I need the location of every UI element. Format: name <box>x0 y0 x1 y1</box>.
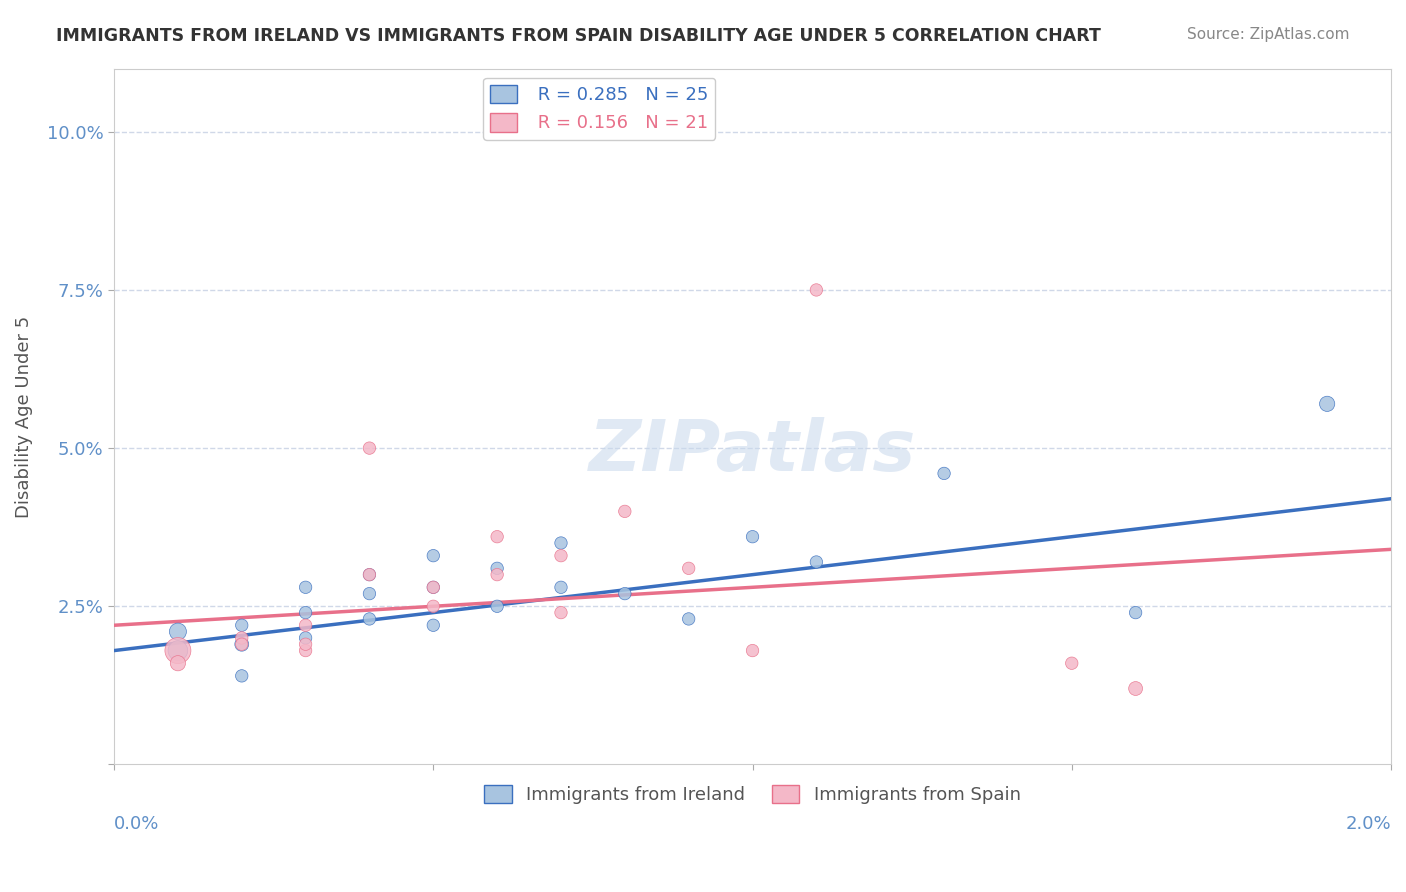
Point <box>486 561 509 575</box>
Point <box>422 549 444 563</box>
Point <box>359 612 381 626</box>
Point <box>231 618 253 632</box>
Point <box>1125 681 1147 696</box>
Point <box>678 561 700 575</box>
Point <box>359 567 381 582</box>
Point <box>613 587 636 601</box>
Point <box>932 467 955 481</box>
Point <box>422 580 444 594</box>
Point <box>422 580 444 594</box>
Point <box>359 441 381 455</box>
Text: Source: ZipAtlas.com: Source: ZipAtlas.com <box>1187 27 1350 42</box>
Point <box>550 536 572 550</box>
Point <box>550 580 572 594</box>
Point <box>359 587 381 601</box>
Point <box>231 637 253 651</box>
Point <box>231 631 253 645</box>
Point <box>741 643 763 657</box>
Text: 2.0%: 2.0% <box>1346 815 1391 833</box>
Point <box>550 606 572 620</box>
Point <box>1125 606 1147 620</box>
Point <box>741 530 763 544</box>
Point <box>422 599 444 614</box>
Point <box>294 606 316 620</box>
Point <box>806 283 828 297</box>
Point <box>613 504 636 518</box>
Point <box>678 612 700 626</box>
Point <box>167 624 190 639</box>
Point <box>1316 397 1339 411</box>
Point <box>167 643 190 657</box>
Text: 0.0%: 0.0% <box>114 815 159 833</box>
Point <box>167 643 190 657</box>
Point <box>486 599 509 614</box>
Text: IMMIGRANTS FROM IRELAND VS IMMIGRANTS FROM SPAIN DISABILITY AGE UNDER 5 CORRELAT: IMMIGRANTS FROM IRELAND VS IMMIGRANTS FR… <box>56 27 1101 45</box>
Point <box>167 657 190 671</box>
Point <box>231 669 253 683</box>
Point <box>294 637 316 651</box>
Point <box>294 618 316 632</box>
Text: ZIPatlas: ZIPatlas <box>589 417 917 486</box>
Point <box>231 637 253 651</box>
Point <box>359 567 381 582</box>
Point <box>294 631 316 645</box>
Point <box>550 549 572 563</box>
Point <box>806 555 828 569</box>
Point <box>294 643 316 657</box>
Point <box>1060 657 1083 671</box>
Point <box>486 530 509 544</box>
Point <box>422 618 444 632</box>
Y-axis label: Disability Age Under 5: Disability Age Under 5 <box>15 316 32 517</box>
Point <box>294 580 316 594</box>
Point <box>486 567 509 582</box>
Legend: Immigrants from Ireland, Immigrants from Spain: Immigrants from Ireland, Immigrants from… <box>477 777 1028 811</box>
